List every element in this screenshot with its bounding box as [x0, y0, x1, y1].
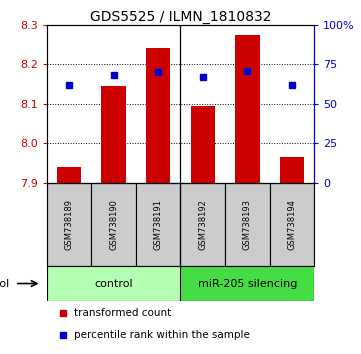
Bar [235, 35, 260, 183]
Text: GSM738192: GSM738192 [198, 199, 207, 250]
Bar [180, 183, 225, 266]
Title: GDS5525 / ILMN_1810832: GDS5525 / ILMN_1810832 [90, 10, 271, 24]
Bar [180, 266, 314, 301]
Bar [146, 48, 170, 183]
Bar [191, 106, 215, 183]
Bar [101, 86, 126, 183]
Bar [225, 183, 270, 266]
Bar [91, 183, 136, 266]
Text: control: control [95, 279, 133, 289]
Bar [136, 183, 180, 266]
Text: GSM738193: GSM738193 [243, 199, 252, 250]
Bar [279, 157, 304, 183]
Text: transformed count: transformed count [74, 308, 171, 318]
Text: GSM738189: GSM738189 [65, 199, 74, 250]
Bar [47, 183, 91, 266]
Text: miR-205 silencing: miR-205 silencing [197, 279, 297, 289]
Text: protocol: protocol [0, 279, 9, 289]
Text: percentile rank within the sample: percentile rank within the sample [74, 331, 249, 341]
Text: GSM738194: GSM738194 [287, 199, 296, 250]
Bar [47, 266, 180, 301]
Bar [57, 167, 82, 183]
Text: GSM738190: GSM738190 [109, 199, 118, 250]
Bar [270, 183, 314, 266]
Text: GSM738191: GSM738191 [154, 199, 163, 250]
